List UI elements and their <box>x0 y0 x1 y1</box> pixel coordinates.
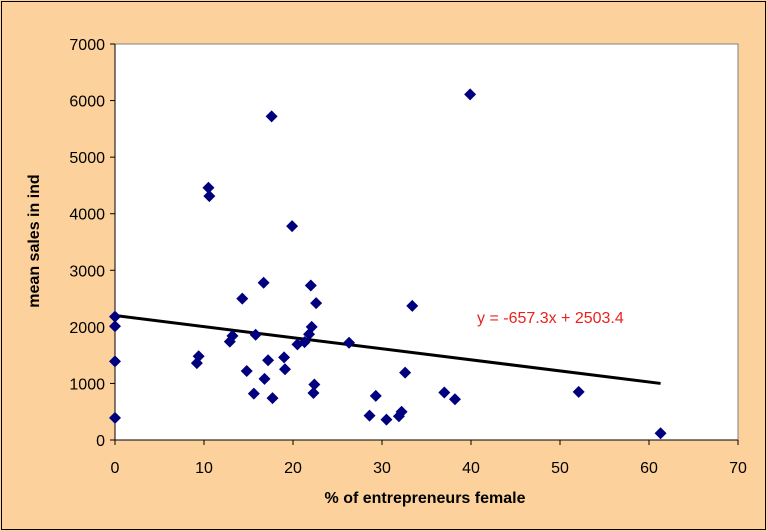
y-tick-label: 7000 <box>69 37 105 54</box>
data-point <box>310 297 323 310</box>
data-point <box>304 279 317 292</box>
data-point <box>265 110 278 123</box>
data-point <box>363 409 376 422</box>
data-point <box>249 328 262 341</box>
data-point <box>307 387 320 400</box>
x-tick-label: 70 <box>729 460 747 477</box>
data-point <box>226 329 239 342</box>
y-tick-label: 6000 <box>69 94 105 111</box>
data-point <box>406 299 419 312</box>
tick-labels: 0 1000 2000 3000 4000 5000 6000 7000 0 10 20 30 40 50… <box>69 37 747 477</box>
data-point <box>448 393 461 406</box>
data-point <box>298 336 311 349</box>
x-tick-label: 30 <box>373 460 391 477</box>
data-point <box>308 378 321 391</box>
data-point <box>266 392 279 405</box>
data-point <box>399 366 412 379</box>
data-point <box>305 320 318 333</box>
x-tick-label: 60 <box>640 460 658 477</box>
x-tick-label: 50 <box>551 460 569 477</box>
data-point <box>258 372 271 385</box>
data-point <box>654 427 667 440</box>
x-tick-label: 20 <box>284 460 302 477</box>
data-point <box>278 351 291 364</box>
data-point <box>572 385 585 398</box>
data-point <box>438 386 451 399</box>
y-tick-label: 5000 <box>69 150 105 167</box>
data-point <box>262 354 275 367</box>
y-tick-label: 0 <box>96 433 105 450</box>
plot-area <box>114 43 739 441</box>
data-point <box>192 350 205 363</box>
axes <box>110 43 739 445</box>
y-tick-label: 4000 <box>69 207 105 224</box>
data-point <box>203 190 216 203</box>
data-point <box>464 88 477 101</box>
data-point <box>109 310 121 323</box>
data-point <box>395 405 408 418</box>
data-point <box>109 411 121 424</box>
x-tick-label: 40 <box>462 460 480 477</box>
trendline-equation: y = -657.3x + 2503.4 <box>477 310 624 327</box>
y-axis-title: mean sales in ind <box>26 174 43 307</box>
data-point <box>286 220 299 233</box>
y-tick-label: 1000 <box>69 376 105 393</box>
data-point <box>109 355 121 368</box>
y-tick-label: 3000 <box>69 263 105 280</box>
data-point <box>257 276 270 289</box>
data-point <box>202 181 215 194</box>
data-point <box>380 413 393 426</box>
data-point <box>236 292 249 305</box>
data-point <box>247 387 260 400</box>
data-points <box>109 88 667 440</box>
data-point <box>240 364 253 377</box>
trendline <box>114 314 661 385</box>
data-point <box>343 336 356 349</box>
x-tick-label: 0 <box>111 460 120 477</box>
data-point <box>369 389 382 402</box>
y-tick-label: 2000 <box>69 320 105 337</box>
x-tick-label: 10 <box>195 460 213 477</box>
x-axis-title: % of entrepreneurs female <box>325 490 526 507</box>
data-point <box>109 320 121 333</box>
data-point <box>278 363 291 376</box>
